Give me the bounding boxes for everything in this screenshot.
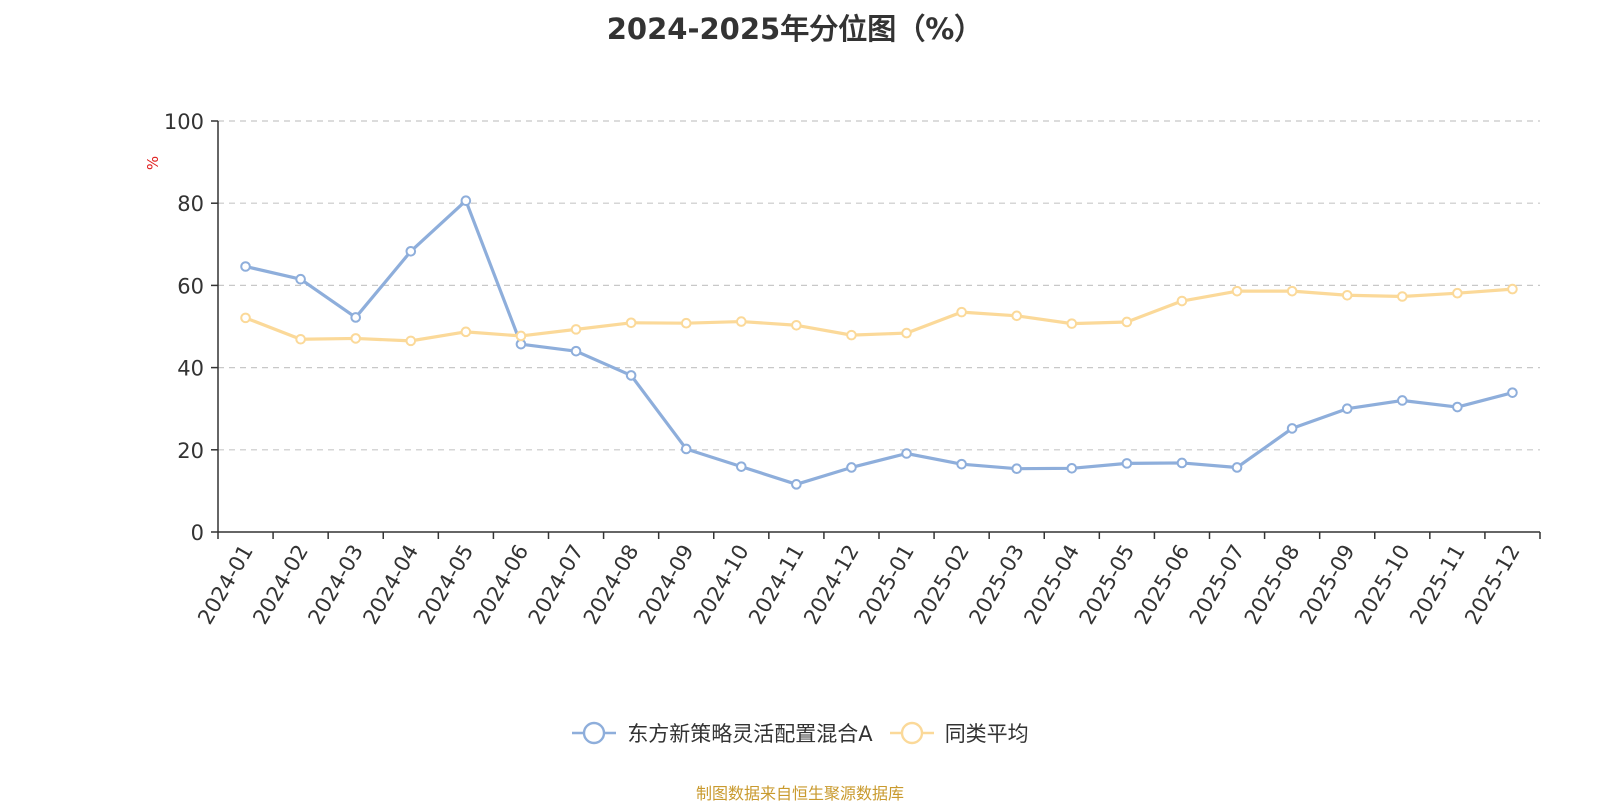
data-point[interactable] bbox=[405, 335, 417, 347]
source-note: 制图数据来自恒生聚源数据库 bbox=[695, 784, 904, 803]
data-point[interactable] bbox=[680, 443, 692, 455]
series-1 bbox=[240, 195, 1518, 490]
data-point[interactable] bbox=[791, 319, 802, 331]
data-point[interactable] bbox=[1176, 295, 1188, 307]
grid-lines bbox=[218, 120, 1540, 451]
data-point[interactable] bbox=[570, 345, 582, 357]
data-point[interactable] bbox=[901, 327, 912, 339]
y-tick-label: 0 bbox=[191, 521, 204, 545]
data-point[interactable] bbox=[846, 329, 857, 341]
axes: 0204060801002024-012024-022024-032024-04… bbox=[164, 110, 1541, 629]
data-point[interactable] bbox=[1286, 423, 1298, 434]
data-point[interactable] bbox=[240, 312, 251, 324]
data-point[interactable] bbox=[956, 306, 967, 318]
data-point[interactable] bbox=[515, 330, 527, 342]
data-point[interactable] bbox=[956, 458, 967, 470]
y-tick-label: 60 bbox=[177, 274, 204, 298]
series-2 bbox=[240, 283, 1518, 347]
data-point[interactable] bbox=[1231, 462, 1243, 473]
data-point[interactable] bbox=[1011, 310, 1023, 322]
data-point[interactable] bbox=[1507, 283, 1518, 295]
data-point[interactable] bbox=[791, 479, 802, 490]
legend-label: 东方新策略灵活配置混合A bbox=[627, 722, 873, 746]
data-point[interactable] bbox=[570, 324, 582, 335]
data-point[interactable] bbox=[1341, 403, 1353, 415]
y-tick-label: 100 bbox=[164, 110, 204, 134]
data-point[interactable] bbox=[1231, 285, 1243, 297]
data-point[interactable] bbox=[1452, 287, 1463, 299]
data-point[interactable] bbox=[1452, 401, 1463, 413]
chart-title: 2024-2025年分位图（%） bbox=[606, 12, 984, 46]
data-point[interactable] bbox=[625, 370, 637, 381]
data-point[interactable] bbox=[295, 273, 306, 285]
data-point[interactable] bbox=[1066, 318, 1078, 329]
x-tick-label: 2025-12 bbox=[1460, 541, 1525, 629]
data-point[interactable] bbox=[295, 333, 306, 345]
legend-item-1[interactable]: 东方新策略灵活配置混合A bbox=[571, 718, 873, 748]
legend-label: 同类平均 bbox=[944, 722, 1029, 746]
y-tick-label: 40 bbox=[177, 357, 204, 381]
data-point[interactable] bbox=[680, 317, 692, 329]
data-point[interactable] bbox=[1396, 395, 1408, 406]
series-lines bbox=[240, 195, 1518, 490]
data-point[interactable] bbox=[240, 261, 251, 272]
data-point[interactable] bbox=[1396, 291, 1408, 302]
data-point[interactable] bbox=[460, 326, 472, 338]
y-tick-label: 20 bbox=[177, 439, 204, 463]
data-point[interactable] bbox=[1507, 387, 1518, 398]
legend-item-2[interactable]: 同类平均 bbox=[889, 718, 1029, 748]
data-point[interactable] bbox=[625, 317, 637, 329]
y-tick-label: 80 bbox=[177, 192, 204, 216]
data-point[interactable] bbox=[1286, 285, 1298, 297]
data-point[interactable] bbox=[1176, 457, 1188, 469]
data-point[interactable] bbox=[901, 448, 912, 459]
data-point[interactable] bbox=[1066, 462, 1078, 474]
data-point[interactable] bbox=[846, 462, 857, 473]
data-point[interactable] bbox=[1121, 316, 1133, 328]
data-point[interactable] bbox=[350, 333, 362, 344]
data-point[interactable] bbox=[405, 245, 417, 257]
data-point[interactable] bbox=[1121, 458, 1133, 469]
data-point[interactable] bbox=[350, 312, 362, 323]
series-line bbox=[245, 199, 1513, 486]
series-line bbox=[244, 287, 1513, 343]
data-point[interactable] bbox=[1341, 289, 1353, 301]
legend: 东方新策略灵活配置混合A 同类平均 bbox=[0, 718, 1600, 748]
data-point[interactable] bbox=[735, 316, 747, 327]
legend-line-circle-icon bbox=[889, 721, 934, 745]
legend-line-circle-icon bbox=[572, 721, 617, 745]
data-point[interactable] bbox=[1011, 463, 1023, 475]
data-point[interactable] bbox=[735, 461, 747, 472]
y-axis-title: % bbox=[144, 156, 162, 170]
data-point[interactable] bbox=[460, 195, 472, 207]
